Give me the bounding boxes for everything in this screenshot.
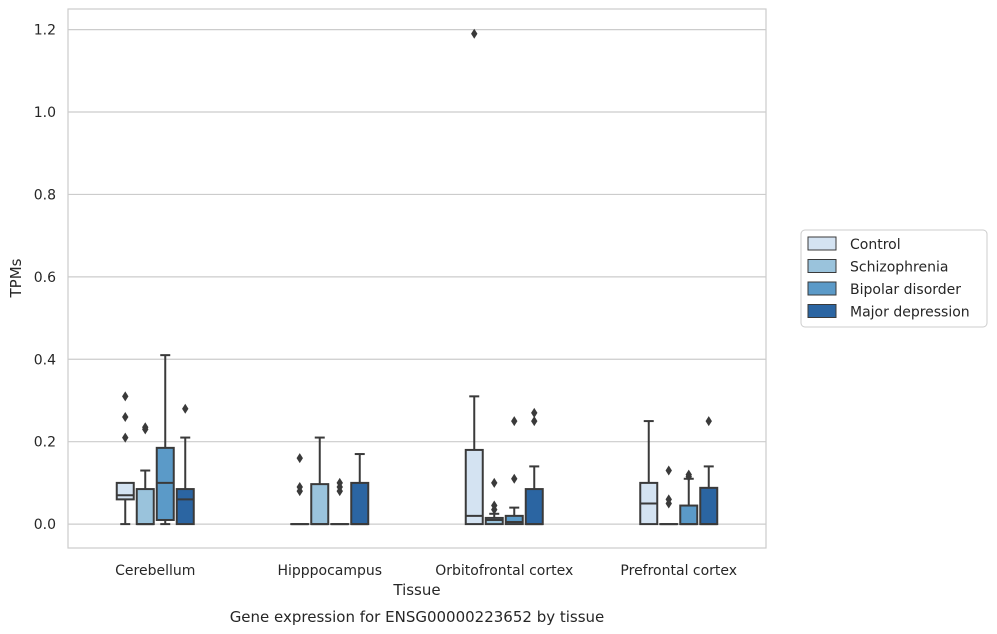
y-tick-label: 0.2 [34,435,56,451]
box-major-depression [350,453,370,526]
box-schizophrenia [310,436,330,526]
outlier-point [531,407,538,418]
y-tick-label: 0.0 [34,517,56,533]
outlier-point [182,403,189,414]
legend-item: Major depression [807,304,970,321]
legend-swatch [807,281,837,296]
box-iqr [115,481,135,501]
outlier-point [122,411,129,422]
legend-swatch [807,259,837,273]
outlier-point [705,416,712,427]
box-bipolar-disorder [330,477,350,526]
legend-frame [800,229,988,328]
y-tick-label: 1.2 [34,23,56,39]
outlier-point [665,465,672,476]
box-major-depression [524,407,544,526]
box-major-depression [175,403,195,526]
box-iqr [175,488,195,526]
outlier-point [296,482,303,493]
y-tick-label: 0.4 [34,352,56,368]
box-control [639,420,659,526]
y-tick-label: 1.0 [34,105,56,121]
x-tick-label: Orbitofrontal cortex [435,563,573,579]
x-tick-label: Cerebellum [115,563,195,579]
outlier-point [491,500,498,511]
outlier-point [336,477,343,488]
box-iqr [524,488,544,526]
outlier-point [685,469,692,480]
legend-swatch [807,236,837,251]
box-iqr [464,448,484,526]
outlier-point [531,416,538,427]
box-control [464,28,484,526]
legend-label: Major depression [850,305,970,321]
box-control [290,453,310,526]
legend-label: Schizophrenia [850,260,948,276]
legend: Control Schizophrenia Bipolar disorder Majo… [800,229,988,328]
box-bipolar-disorder [155,354,175,526]
legend-label: Bipolar disorder [850,282,961,298]
outlier-point [511,416,518,427]
outlier-point [142,422,149,433]
box-iqr [350,481,370,526]
box-schizophrenia [484,477,504,526]
y-axis-label: TPMs [7,258,25,298]
y-tick-label: 0.6 [34,270,56,286]
box-major-depression [699,416,719,526]
x-tick-label: Prefrontal cortex [620,563,737,579]
box-schizophrenia [135,422,155,526]
plot-frame [67,8,767,549]
outlier-point [491,477,498,488]
outlier-point [511,473,518,484]
legend-item: Schizophrenia [807,259,948,276]
box-control [115,391,135,526]
outlier-point [471,28,478,39]
chart-title: Gene expression for ENSG00000223652 by t… [230,608,605,626]
outlier-point [296,453,303,464]
outlier-point [122,432,129,443]
box-iqr [155,446,175,521]
legend-swatch [807,304,837,318]
x-axis-label: Tissue [392,581,440,599]
box-bipolar-disorder [504,416,524,526]
box-iqr [135,488,155,526]
x-tick-label: Hipppocampus [277,563,382,579]
box-iqr [310,483,330,526]
box-iqr [699,486,719,526]
box-series [115,28,719,526]
legend-label: Control [850,237,901,253]
outlier-point [122,391,129,402]
box-schizophrenia [659,465,679,526]
box-bipolar-disorder [679,469,699,526]
legend-item: Control [807,236,901,253]
legend-item: Bipolar disorder [807,281,961,298]
x-tick-labels: Cerebellum Hipppocampus Orbitofrontal cort… [115,563,737,579]
outlier-point [665,494,672,505]
y-tick-labels: 0.0 0.2 0.4 0.6 0.8 1.0 1.2 [34,23,56,533]
box-iqr [484,516,504,526]
box-iqr [679,504,699,526]
box-iqr [504,514,524,526]
y-tick-label: 0.8 [34,187,56,203]
